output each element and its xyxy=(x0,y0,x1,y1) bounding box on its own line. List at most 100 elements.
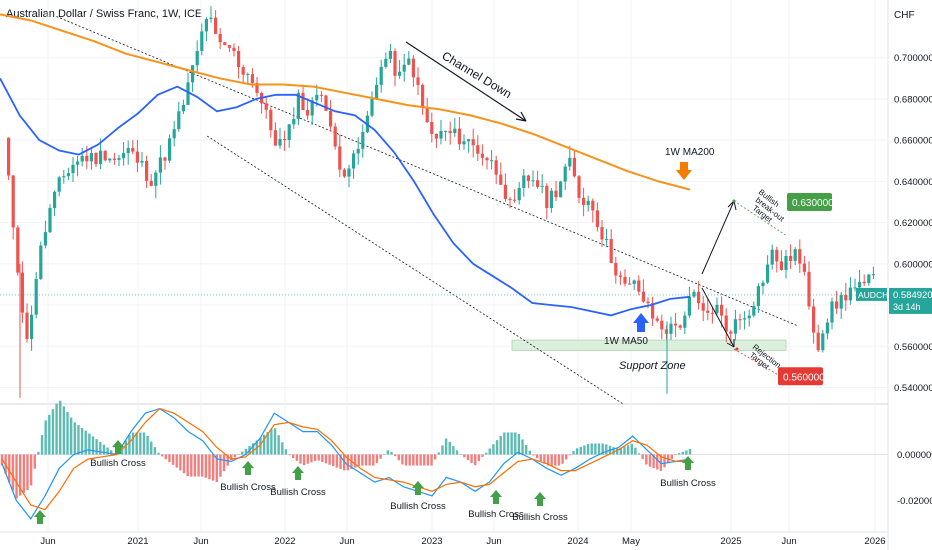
candle-body xyxy=(531,180,535,182)
breakout-target-line xyxy=(733,200,788,237)
channel-lower-line xyxy=(206,135,624,405)
candle-body xyxy=(103,150,107,161)
candle-body xyxy=(99,150,103,165)
bullish-cross-arrow-icon xyxy=(682,456,694,470)
macd-histogram-bar xyxy=(656,454,659,470)
candle-body xyxy=(867,274,871,284)
macd-histogram-bar xyxy=(277,435,280,455)
candle-body xyxy=(204,18,208,32)
rejection-arrow-head xyxy=(726,339,735,348)
price-tick-label: 0.600000 xyxy=(894,259,932,270)
macd-histogram-bar xyxy=(503,432,506,455)
candle-body xyxy=(766,264,770,283)
macd-histogram-bar xyxy=(219,454,222,477)
candle-body xyxy=(7,137,11,176)
candle-body xyxy=(448,130,452,134)
macd-histogram-bar xyxy=(652,454,655,469)
macd-histogram-bar xyxy=(517,433,521,455)
macd-histogram-bar xyxy=(674,454,677,456)
macd-histogram-bar xyxy=(157,452,160,455)
target-up-tag xyxy=(787,193,832,211)
candle-body xyxy=(425,107,429,123)
macd-histogram-bar xyxy=(26,454,29,491)
macd-histogram-bar xyxy=(106,447,109,455)
candle-body xyxy=(269,109,273,131)
candle-body xyxy=(287,124,291,141)
macd-histogram-bar xyxy=(623,446,626,455)
macd-histogram-bar xyxy=(641,454,644,459)
candle-body xyxy=(76,161,80,165)
candle-body xyxy=(830,301,834,323)
support-zone xyxy=(511,339,787,351)
macd-histogram-bar xyxy=(339,454,342,469)
bullish-cross-marker: Bullish Cross xyxy=(270,466,326,498)
macd-histogram-bar xyxy=(590,443,593,455)
candle-body xyxy=(186,82,190,105)
candle-body xyxy=(715,304,719,313)
macd-histogram-bar xyxy=(521,439,524,455)
candle-body xyxy=(674,323,678,326)
macd-histogram-bar xyxy=(470,454,473,463)
candle-body xyxy=(402,64,406,72)
candle-body xyxy=(66,173,70,177)
macd-histogram-bar xyxy=(150,441,153,455)
candle-body xyxy=(158,157,162,173)
candle-body xyxy=(227,45,231,48)
macd-histogram-bar xyxy=(448,441,451,455)
time-tick-label: Jun xyxy=(486,536,501,547)
ma200-line xyxy=(0,13,691,191)
macd-histogram-bar xyxy=(259,437,262,455)
last-price-value: 0.584920 xyxy=(893,290,932,301)
candle-body xyxy=(112,158,116,160)
candle-body xyxy=(729,331,733,334)
candle-body xyxy=(738,319,742,321)
macd-histogram-bar xyxy=(284,449,288,455)
candle-body xyxy=(835,301,839,309)
candle-body xyxy=(669,323,673,334)
rejection-arrow xyxy=(701,287,735,348)
candle-body xyxy=(62,176,66,178)
candle-body xyxy=(577,176,581,198)
candle-body xyxy=(775,249,779,262)
candle-body xyxy=(85,155,89,162)
macd-histogram-bar xyxy=(597,443,601,455)
bullish-cross-label: Bullish Cross xyxy=(512,512,568,523)
macd-histogram-bar xyxy=(88,433,91,455)
candle-body xyxy=(434,133,438,139)
candle-body xyxy=(812,306,816,333)
macd-histogram-bar xyxy=(605,444,608,455)
candle-body xyxy=(683,315,687,328)
bullish-cross-arrow-icon xyxy=(242,461,254,475)
bullish-cross-marker: Bullish Cross xyxy=(512,492,568,523)
macd-histogram-bar xyxy=(208,454,211,480)
candle-body xyxy=(421,84,425,108)
macd-histogram-bar xyxy=(459,454,462,456)
ma50-label: 1W MA50 xyxy=(604,336,648,347)
macd-histogram-bar xyxy=(630,443,633,455)
candle-body xyxy=(310,100,314,116)
support-zone-label: Support Zone xyxy=(619,360,686,372)
projection-arrows xyxy=(701,199,788,381)
candle-body xyxy=(641,291,645,302)
candle-body xyxy=(117,158,121,160)
macd-histogram-bar xyxy=(62,406,66,455)
signal-line xyxy=(1,407,690,511)
candle-body xyxy=(747,315,751,319)
macd-histogram-bar xyxy=(455,450,459,455)
candle-body xyxy=(563,166,567,182)
time-tick-label: Jun xyxy=(40,536,55,547)
macd-histogram-bar xyxy=(270,429,273,455)
candle-body xyxy=(476,145,480,154)
macd-histogram-bar xyxy=(393,454,397,457)
macd-histogram-bar xyxy=(215,454,218,482)
candle-body xyxy=(844,295,848,301)
macd-histogram-bar xyxy=(288,454,291,456)
macd-histogram-bar xyxy=(353,454,357,468)
macd-histogram-bar xyxy=(95,439,98,455)
macd-histogram-bar xyxy=(160,454,164,457)
target-up-value: 0.630000 xyxy=(792,198,834,209)
candle-body xyxy=(485,157,489,161)
candle-body xyxy=(508,198,512,200)
